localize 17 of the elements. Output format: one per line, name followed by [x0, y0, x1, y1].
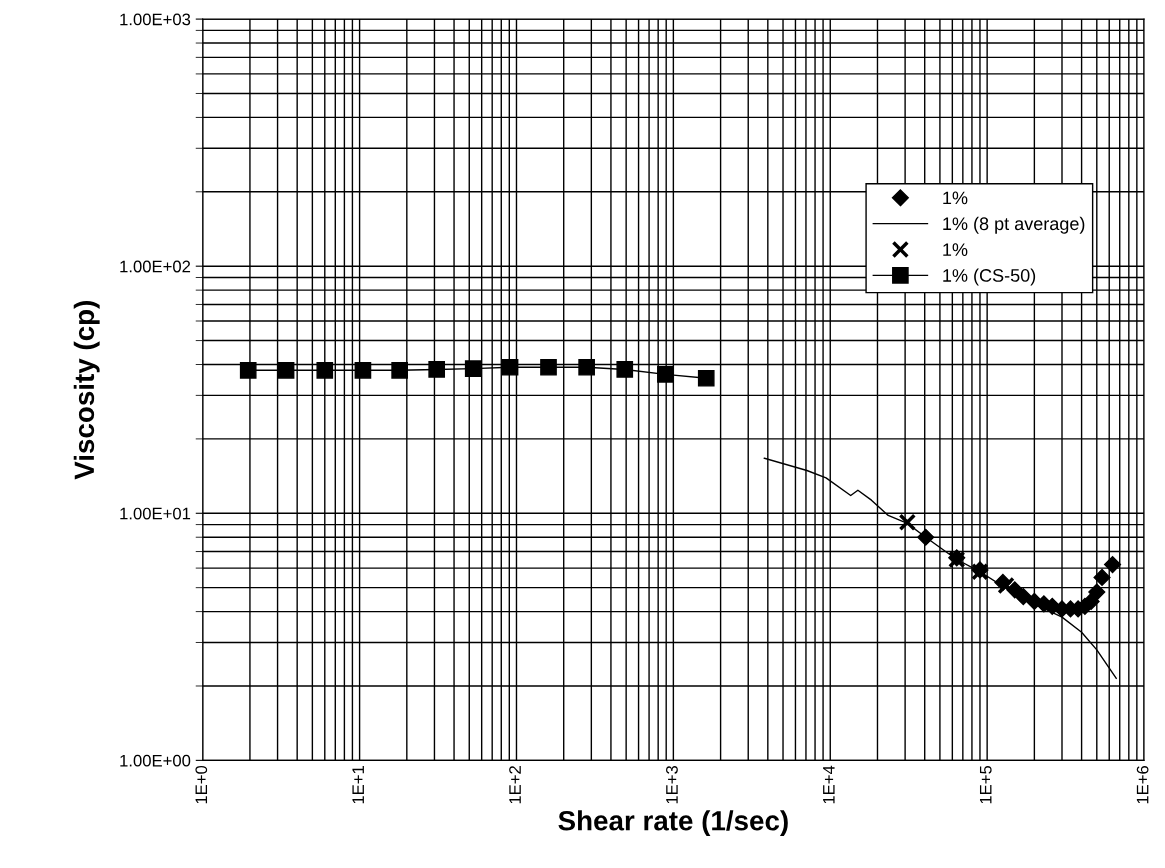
legend-label: 1%: [943, 191, 968, 205]
y-tick-label: 1.00E+03: [120, 13, 191, 26]
legend-label: 1%: [943, 243, 968, 256]
legend-label: 1% (8 pt average): [943, 216, 1085, 234]
x-tick-label: 1E+1: [352, 766, 364, 804]
y-tick-label: 1.00E+00: [120, 754, 191, 767]
x-tick-label: 1E+5: [979, 765, 992, 804]
legend-label: 1% (CS-50): [943, 268, 1036, 286]
y-axis-title: Viscosity (cp): [73, 301, 100, 480]
x-tick-label: 1E+4: [823, 765, 835, 804]
x-tick-label: 1E+2: [509, 766, 521, 804]
x-tick-label: 1E+0: [195, 765, 208, 804]
y-tick-label: 1.00E+02: [120, 260, 191, 273]
x-tick-label: 1E+3: [666, 765, 678, 804]
y-tick-label: 1.00E+01: [120, 507, 191, 520]
x-axis-title: Shear rate (1/sec): [558, 810, 788, 837]
x-tick-label: 1E+6: [1136, 765, 1149, 804]
